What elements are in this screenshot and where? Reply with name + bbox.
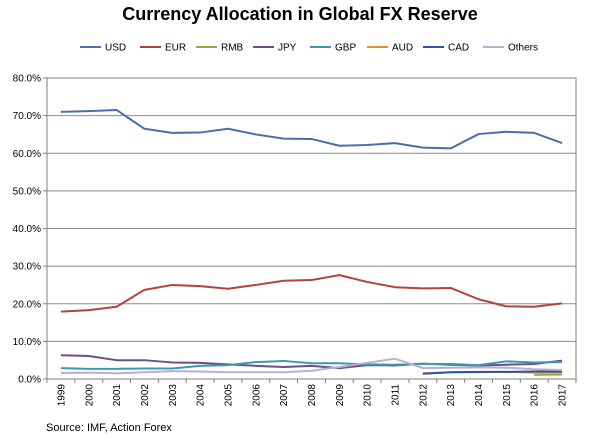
series-line-others <box>60 357 563 375</box>
series-line-usd <box>60 108 563 150</box>
legend-label-aud: AUD <box>392 43 413 54</box>
source-note: Source: IMF, Action Forex <box>46 422 172 434</box>
y-tick-label: 50.0% <box>13 186 41 197</box>
x-tick-label: 2016 <box>530 384 541 407</box>
y-tick-label: 20.0% <box>13 299 41 310</box>
y-tick-label: 40.0% <box>13 224 41 235</box>
y-axis: 0.0% 10.0% 20.0% 30.0% 40.0% 50.0% 60.0% 70.0% 8… <box>13 74 47 386</box>
y-tick-label: 80.0% <box>13 74 41 85</box>
legend-label-others: Others <box>508 43 538 54</box>
x-tick-label: 2006 <box>251 384 262 407</box>
y-tick-label: 70.0% <box>13 111 41 122</box>
y-tick-label: 10.0% <box>13 337 41 348</box>
x-tick-label: 2017 <box>558 384 569 407</box>
series-line-cad <box>422 370 563 375</box>
x-tick-label: 2007 <box>279 384 290 407</box>
x-tick-label: 2008 <box>307 384 318 407</box>
x-tick-label: 2009 <box>335 384 346 407</box>
y-tick-label: 60.0% <box>13 149 41 160</box>
x-tick-label: 2002 <box>140 384 151 407</box>
chart-title: Currency Allocation in Global FX Reserve <box>122 4 477 24</box>
legend-label-eur: EUR <box>165 43 186 54</box>
x-tick-label: 2013 <box>446 384 457 407</box>
x-tick-label: 2012 <box>418 384 429 407</box>
x-tick-label: 1999 <box>56 384 67 407</box>
legend-label-jpy: JPY <box>278 43 297 54</box>
x-tick-label: 2001 <box>112 384 123 407</box>
x-tick-label: 2000 <box>84 384 95 407</box>
x-axis: 1999 2000 2001 2002 2003 2004 2005 2006 2007 2008… <box>46 379 577 407</box>
legend-label-cad: CAD <box>448 43 469 54</box>
series-line-gbp <box>60 359 563 370</box>
gridlines <box>47 115 576 342</box>
legend-label-rmb: RMB <box>221 43 244 54</box>
y-tick-label: 30.0% <box>13 262 41 273</box>
series-line-eur <box>60 274 563 313</box>
x-tick-label: 2015 <box>502 384 513 407</box>
x-tick-label: 2005 <box>223 384 234 407</box>
y-tick-label: 0.0% <box>18 375 41 386</box>
x-tick-label: 2004 <box>196 384 207 407</box>
x-tick-label: 2010 <box>363 384 374 407</box>
x-tick-label: 2014 <box>474 384 485 407</box>
x-tick-label: 2011 <box>391 384 402 406</box>
legend-label-gbp: GBP <box>335 43 356 54</box>
legend: USD EUR RMB JPY GBP AUD CAD Others <box>80 43 538 54</box>
x-tick-label: 2003 <box>168 384 179 407</box>
series-lines <box>60 108 563 376</box>
legend-label-usd: USD <box>105 43 126 54</box>
